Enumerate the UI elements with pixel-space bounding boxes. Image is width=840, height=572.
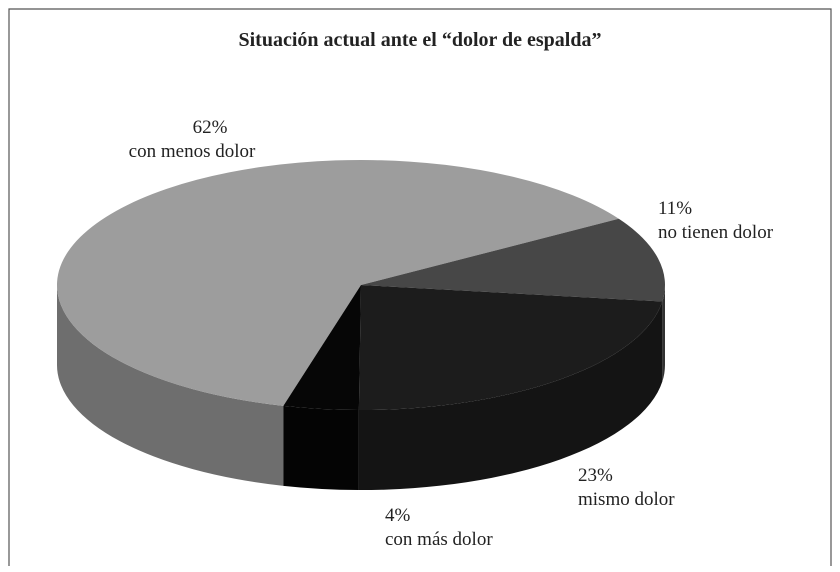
frame xyxy=(8,8,832,566)
slice-side xyxy=(358,301,663,490)
slice-label: mismo dolor xyxy=(578,489,675,510)
slice xyxy=(57,160,619,406)
data-label: 11% xyxy=(658,198,692,219)
slice-side xyxy=(283,405,359,490)
chart-title: Situación actual ante el “dolor de espal… xyxy=(239,29,602,51)
slice-label: con más dolor xyxy=(385,529,493,550)
slice xyxy=(283,285,361,410)
data-label: 62% xyxy=(193,117,228,138)
slice-label: no tienen dolor xyxy=(658,222,774,243)
slice-side xyxy=(57,285,284,486)
data-label: 4% xyxy=(385,505,411,526)
slice-side xyxy=(662,285,665,382)
slice-label: con menos dolor xyxy=(129,141,256,162)
data-label: 23% xyxy=(578,465,613,486)
slice xyxy=(358,285,663,411)
slice xyxy=(361,218,665,302)
